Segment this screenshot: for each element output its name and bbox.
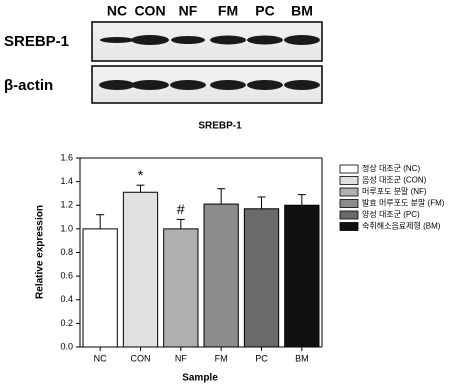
chart-title: SREBP-1 [198,121,242,132]
legend-label: 정상 대조군 (NC) [362,163,420,173]
blot-row-label: SREBP-1 [4,33,69,50]
y-tick-label: 1.2 [60,200,73,210]
x-tick-label: NC [94,353,107,363]
y-tick-label: 1.4 [60,176,73,186]
legend-label: 음성 대조군 (CON) [362,176,427,185]
annotation: * [138,167,144,183]
legend-label: 머루포도 분말 (NF) [362,187,427,196]
x-tick-label: CON [131,353,151,363]
y-axis-label: Relative expression [35,205,46,299]
legend-swatch [339,199,359,208]
bar [82,228,118,348]
x-axis-label: Sample [182,373,218,384]
legend-label: 발효 머루포도 분말 (FM) [362,198,445,208]
legend-swatch [339,210,359,220]
lane-label: CON [134,3,165,19]
x-tick-label: BM [295,353,309,363]
legend-label: 숙취해소음료제형 (BM) [362,221,441,231]
x-tick-label: FM [215,353,228,363]
legend-label: 양성 대조군 (PC) [362,210,420,219]
lane-label: NF [179,3,198,19]
legend-swatch [339,176,359,185]
y-tick-label: 0.0 [60,341,73,351]
legend-swatch [339,222,359,231]
y-tick-label: 0.2 [60,318,73,328]
bar [284,204,320,348]
y-tick-label: 1.0 [60,223,73,233]
lane-label: NC [107,3,127,19]
blot-row-label: β-actin [4,77,53,94]
bar [203,203,239,348]
bar [122,191,159,348]
y-tick-label: 0.4 [60,294,73,304]
lane-label: PC [255,3,274,19]
bands [99,35,320,90]
annotation: # [177,201,185,217]
legend-swatch [339,164,359,174]
lane-label: BM [291,3,313,19]
y-tick-label: 1.6 [60,152,73,162]
bar [243,208,280,348]
x-tick-label: NF [175,353,187,363]
legend-swatch [339,187,359,197]
bar [163,228,199,348]
lane-label: FM [218,3,238,19]
y-tick-label: 0.6 [60,271,73,281]
x-tick-label: PC [255,353,268,363]
y-tick-label: 0.8 [60,247,73,257]
